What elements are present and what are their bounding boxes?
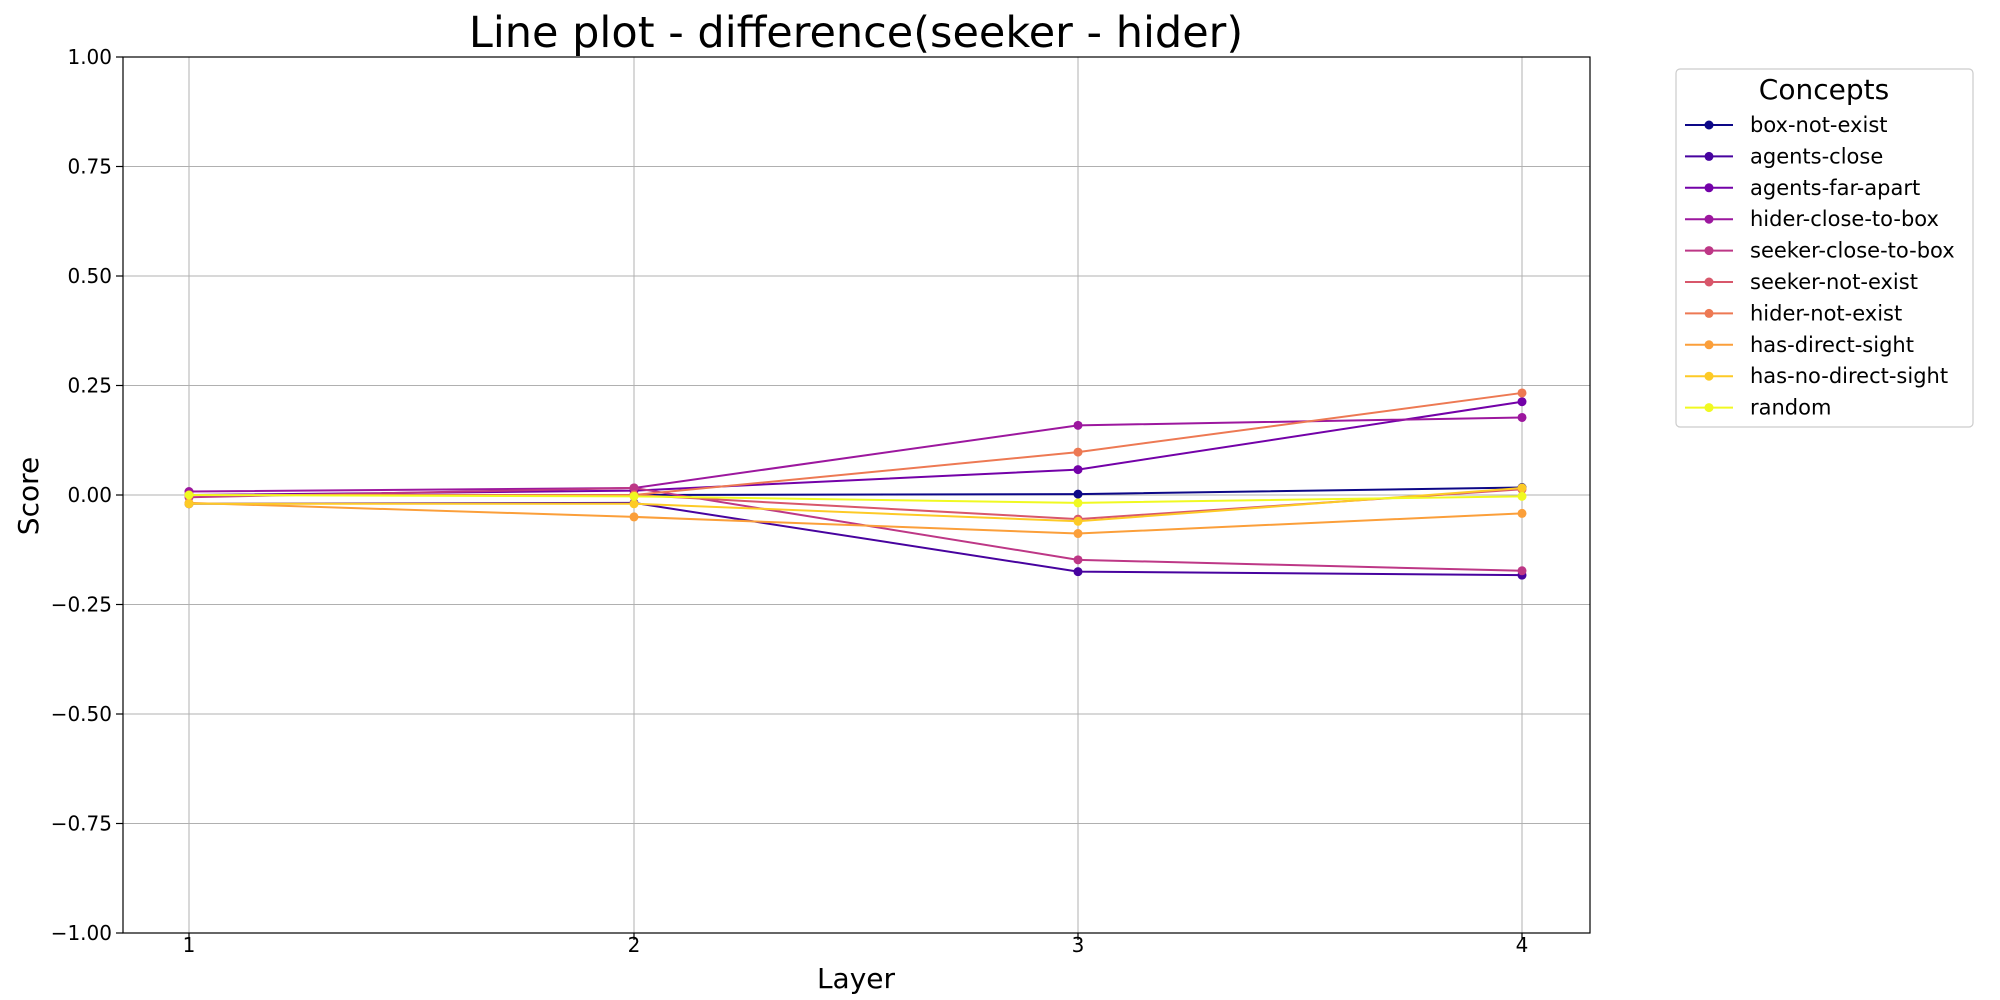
data-point-agents-far-apart [1517,397,1527,407]
data-point-random [629,491,639,501]
legend-item-has-no-direct-sight: has-no-direct-sight [1685,364,1948,388]
data-point-hider-not-exist [1073,447,1083,457]
series-has-no-direct-sight [184,483,1527,526]
series-line-random [188,494,1523,504]
legend-item-hider-close-to-box: hider-close-to-box [1685,207,1939,231]
y-tick-label: −0.50 [51,702,112,726]
legend-item-seeker-not-exist: seeker-not-exist [1685,270,1918,294]
legend-frame [1675,68,1974,428]
legend-label: seeker-close-to-box [1750,239,1955,263]
legend-label: has-no-direct-sight [1750,364,1948,388]
legend: Concepts box-not-exist agents-close agents… [1675,68,1974,428]
y-axis-title: Score [12,457,45,535]
legend-items: box-not-exist agents-close agents-far-apar… [1685,113,1955,420]
legend-item-has-direct-sight: has-direct-sight [1685,333,1914,357]
y-tick-label: 0.00 [67,483,112,507]
legend-swatch-marker [1704,214,1714,224]
legend-item-seeker-close-to-box: seeker-close-to-box [1685,239,1955,263]
series-random [184,490,1527,508]
y-tick-label: 1.00 [67,45,112,69]
legend-item-agents-close: agents-close [1685,144,1883,168]
legend-item-random: random [1685,396,1831,420]
legend-swatch-marker [1704,340,1714,350]
legend-swatch-marker [1704,120,1714,130]
x-tick-label: 4 [1516,933,1529,957]
legend-swatch-marker [1704,403,1714,413]
data-point-has-direct-sight [1517,508,1527,518]
y-tick-label: 0.75 [67,155,112,179]
data-point-random [1517,491,1527,501]
legend-item-agents-far-apart: agents-far-apart [1685,176,1920,200]
legend-swatch-marker [1704,371,1714,381]
y-tick-label: 0.50 [67,264,112,288]
y-tick-label: −1.00 [51,921,112,945]
data-point-has-no-direct-sight [1073,516,1083,526]
legend-label: hider-close-to-box [1750,207,1939,231]
legend-swatch-marker [1704,183,1714,193]
data-point-hider-not-exist [1517,388,1527,398]
legend-swatch-marker [1704,277,1714,287]
x-tick-label: 3 [1072,933,1085,957]
y-tick-label: −0.25 [51,593,112,617]
data-point-random [1073,498,1083,508]
legend-item-box-not-exist: box-not-exist [1685,113,1888,137]
legend-label: agents-far-apart [1750,176,1920,200]
data-point-has-no-direct-sight [629,499,639,509]
axes: −1.00 −0.75 −0.50 −0.25 0.00 0.25 0.50 0.75 1.00… [51,45,1591,957]
series-line-has-no-direct-sight [189,486,1523,523]
legend-swatch-marker [1704,308,1714,318]
y-tick-label: −0.75 [51,812,112,836]
data-point-has-no-direct-sight [1517,483,1527,493]
series-line-hider-close-to-box [188,416,1523,493]
series-line-seeker-close-to-box [188,486,1523,572]
legend-swatch-marker [1704,246,1714,256]
data-point-has-direct-sight [1073,529,1083,539]
legend-label: random [1750,396,1831,420]
legend-label: box-not-exist [1750,113,1888,137]
data-point-seeker-close-to-box [629,483,639,493]
data-point-agents-far-apart [1073,465,1083,475]
data-point-seeker-close-to-box [1517,566,1527,576]
series-line-has-direct-sight [188,501,1523,535]
legend-swatch-marker [1704,151,1714,161]
x-tick-label: 2 [628,933,641,957]
data-point-box-not-exist [1073,489,1083,499]
legend-label: seeker-not-exist [1750,270,1918,294]
data-point-has-direct-sight [629,512,639,522]
y-tick-label: 0.25 [67,374,112,398]
legend-item-hider-not-exist: hider-not-exist [1685,301,1902,325]
data-point-seeker-close-to-box [1073,555,1083,565]
data-point-hider-close-to-box [1517,412,1527,422]
legend-label: hider-not-exist [1750,301,1902,325]
series-lines [184,388,1527,580]
legend-label: has-direct-sight [1750,333,1914,357]
plot-frame [122,56,1591,934]
chart-title: Line plot - difference(seeker - hider) [469,8,1243,58]
data-point-has-no-direct-sight [184,499,194,509]
x-tick-label: 1 [183,933,196,957]
legend-label: agents-close [1750,144,1883,168]
legend-title: Concepts [1759,73,1889,106]
data-point-agents-close [1073,567,1083,577]
data-point-hider-close-to-box [1073,420,1083,430]
data-point-random [184,490,194,500]
x-axis-title: Layer [817,962,896,995]
